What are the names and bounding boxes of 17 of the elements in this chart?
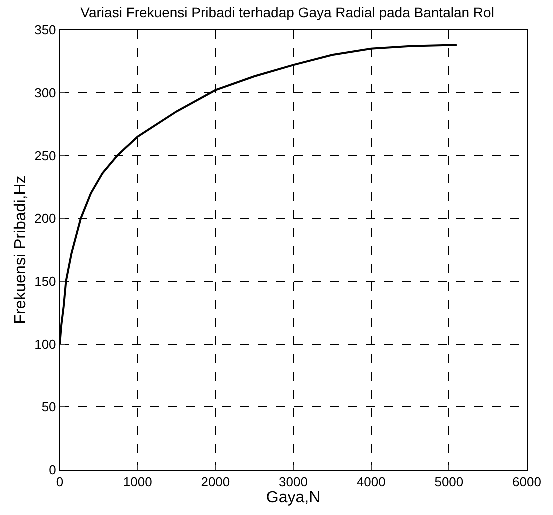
y-tick-label: 100 — [34, 336, 56, 352]
y-tick-label: 50 — [42, 400, 56, 415]
x-tick-label: 2000 — [201, 474, 230, 490]
y-tick-label: 200 — [34, 211, 56, 226]
y-tick-label: 300 — [34, 85, 56, 100]
y-tick-label: 150 — [34, 274, 56, 289]
y-axis-title: Frekuensi Pribadi,Hz — [12, 176, 30, 324]
y-tick-label: 350 — [34, 22, 56, 38]
x-tick-label: 6000 — [512, 474, 542, 490]
y-tick-label: 0 — [49, 462, 56, 478]
x-tick-label: 3000 — [279, 474, 308, 490]
x-tick-label: 5000 — [434, 474, 464, 490]
x-tick-label: 4000 — [356, 474, 386, 490]
x-axis-title: Gaya,N — [266, 490, 321, 507]
y-tick-label: 250 — [34, 148, 56, 164]
chart-title: Variasi Frekuensi Pribadi terhadap Gaya Radial pada Bantalan Rol — [80, 4, 494, 21]
x-tick-label: 1000 — [123, 474, 152, 490]
